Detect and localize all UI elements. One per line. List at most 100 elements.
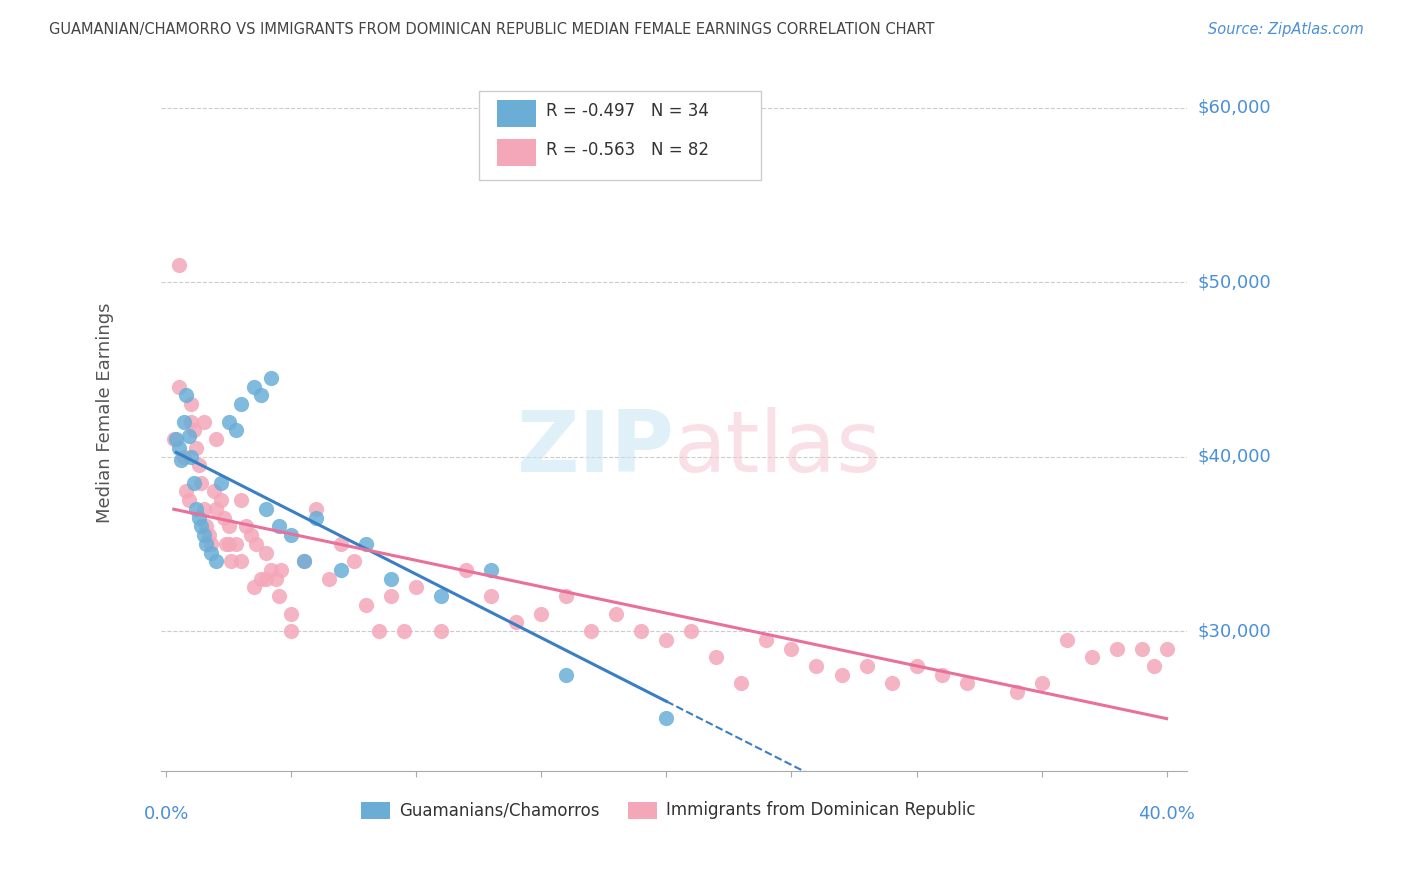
Point [505, 615, 527, 630]
Point [855, 659, 877, 673]
Point [260, 371, 283, 385]
Point [343, 554, 366, 568]
Point [430, 589, 453, 603]
Bar [496, 139, 536, 166]
Text: ZIP: ZIP [516, 408, 673, 491]
Point [755, 632, 778, 647]
Point [180, 415, 202, 429]
Point [190, 519, 212, 533]
Point [330, 563, 353, 577]
Point [780, 641, 803, 656]
Point [167, 441, 190, 455]
Text: $30,000: $30,000 [1198, 622, 1271, 640]
Point [205, 432, 228, 446]
Point [1130, 641, 1153, 656]
Point [180, 397, 202, 411]
Point [212, 510, 235, 524]
Bar [628, 802, 657, 820]
Point [479, 563, 502, 577]
Point [305, 510, 328, 524]
Point [177, 428, 200, 442]
Point [174, 484, 197, 499]
Point [681, 624, 703, 639]
Point [630, 624, 652, 639]
Point [380, 589, 402, 603]
Point [880, 676, 903, 690]
Point [250, 572, 273, 586]
Point [1143, 659, 1166, 673]
Point [456, 563, 478, 577]
Point [231, 554, 253, 568]
Point [186, 441, 208, 455]
Point [200, 537, 222, 551]
Point [655, 711, 678, 725]
Point [225, 537, 247, 551]
Point [173, 415, 195, 429]
Point [174, 388, 197, 402]
Point [245, 537, 267, 551]
Point [905, 659, 928, 673]
Point [200, 545, 222, 559]
Point [235, 519, 257, 533]
Point [555, 667, 578, 681]
Point [193, 502, 215, 516]
Point [267, 519, 290, 533]
Point [254, 502, 277, 516]
Text: $60,000: $60,000 [1198, 98, 1271, 117]
Point [260, 563, 283, 577]
Point [1080, 650, 1102, 665]
Point [170, 453, 193, 467]
Point [187, 510, 209, 524]
Point [1005, 685, 1028, 699]
Point [292, 554, 315, 568]
Point [356, 598, 378, 612]
Point [209, 475, 232, 490]
Text: Median Female Earnings: Median Female Earnings [96, 302, 114, 524]
Point [831, 667, 853, 681]
Point [197, 528, 219, 542]
Text: atlas: atlas [673, 408, 882, 491]
Point [167, 380, 190, 394]
Text: Guamanians/Chamorros: Guamanians/Chamorros [399, 801, 599, 819]
Point [218, 537, 240, 551]
Text: $40,000: $40,000 [1198, 448, 1271, 466]
Point [225, 424, 247, 438]
Point [163, 432, 186, 446]
Point [931, 667, 953, 681]
Point [243, 380, 266, 394]
Point [190, 475, 212, 490]
Point [187, 458, 209, 473]
Point [380, 572, 402, 586]
Point [1156, 641, 1178, 656]
Text: Source: ZipAtlas.com: Source: ZipAtlas.com [1208, 22, 1364, 37]
Point [955, 676, 977, 690]
Text: Immigrants from Dominican Republic: Immigrants from Dominican Republic [666, 801, 976, 819]
Point [330, 537, 353, 551]
Point [205, 554, 228, 568]
Point [266, 572, 288, 586]
Point [1105, 641, 1128, 656]
Point [706, 650, 728, 665]
Point [254, 572, 277, 586]
Point [209, 493, 232, 508]
Point [202, 484, 225, 499]
Text: GUAMANIAN/CHAMORRO VS IMMIGRANTS FROM DOMINICAN REPUBLIC MEDIAN FEMALE EARNINGS : GUAMANIAN/CHAMORRO VS IMMIGRANTS FROM DO… [49, 22, 935, 37]
Point [280, 624, 302, 639]
Point [270, 563, 292, 577]
Point [318, 572, 340, 586]
Point [193, 528, 215, 542]
Point [392, 624, 415, 639]
Point [205, 502, 228, 516]
Point [280, 528, 302, 542]
Point [254, 545, 277, 559]
Point [479, 589, 502, 603]
Point [430, 624, 453, 639]
Point [555, 589, 578, 603]
Point [195, 537, 218, 551]
Point [405, 581, 427, 595]
Point [215, 537, 238, 551]
Text: R = -0.497   N = 34: R = -0.497 N = 34 [546, 102, 709, 120]
Point [267, 589, 290, 603]
Text: $50,000: $50,000 [1198, 273, 1271, 291]
Point [195, 519, 218, 533]
